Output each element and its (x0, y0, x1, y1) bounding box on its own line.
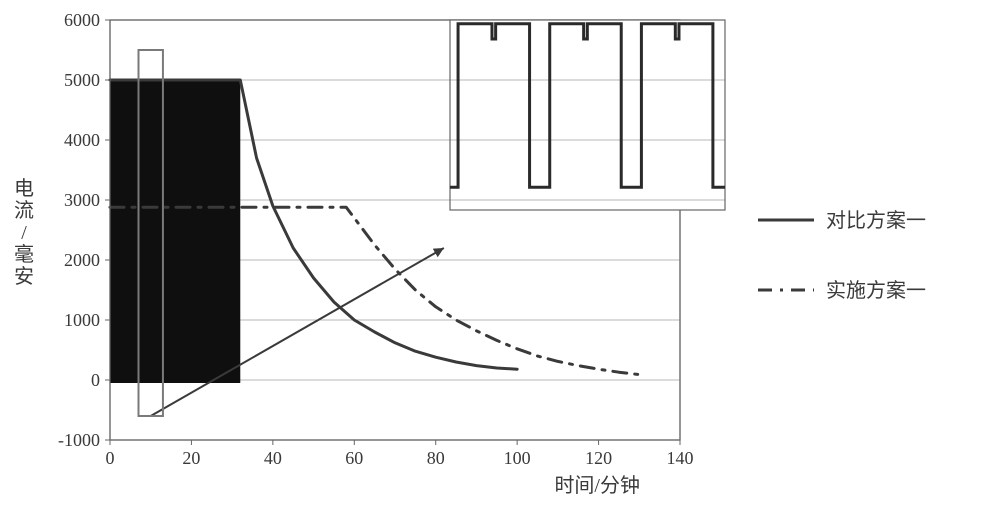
svg-text:/: / (21, 222, 27, 244)
svg-text:毫: 毫 (14, 243, 34, 266)
chart-canvas: -1000 0 1000 2000 3000 4000 5000 6000 0 20 40 60 80 1… (0, 0, 1000, 510)
y-tick-label: 0 (91, 370, 100, 390)
legend-label-contrast: 对比方案一 (826, 209, 926, 232)
svg-text:安: 安 (14, 265, 34, 288)
pulse-block (110, 80, 240, 383)
legend-label-embodiment: 实施方案一 (826, 279, 926, 302)
y-tick-label: 1000 (64, 310, 100, 330)
inset-background (450, 20, 725, 210)
x-tick-label: 140 (667, 448, 694, 468)
x-tick-label: 40 (264, 448, 282, 468)
x-tick-label: 20 (182, 448, 200, 468)
x-tick-label: 100 (504, 448, 531, 468)
x-axis-label: 时间/分钟 (554, 474, 640, 497)
svg-text:电: 电 (14, 177, 34, 200)
y-axis-label: 电流/毫安 (14, 177, 34, 288)
y-tick-label: 2000 (64, 250, 100, 270)
x-tick-label: 60 (345, 448, 363, 468)
x-tick-label: 120 (585, 448, 612, 468)
x-tick-label: 80 (427, 448, 445, 468)
y-tick-label: 6000 (64, 10, 100, 30)
x-tick-label: 0 (106, 448, 115, 468)
y-tick-label: 4000 (64, 130, 100, 150)
y-tick-label: -1000 (58, 430, 100, 450)
y-tick-label: 3000 (64, 190, 100, 210)
svg-text:流: 流 (14, 199, 34, 222)
y-tick-label: 5000 (64, 70, 100, 90)
